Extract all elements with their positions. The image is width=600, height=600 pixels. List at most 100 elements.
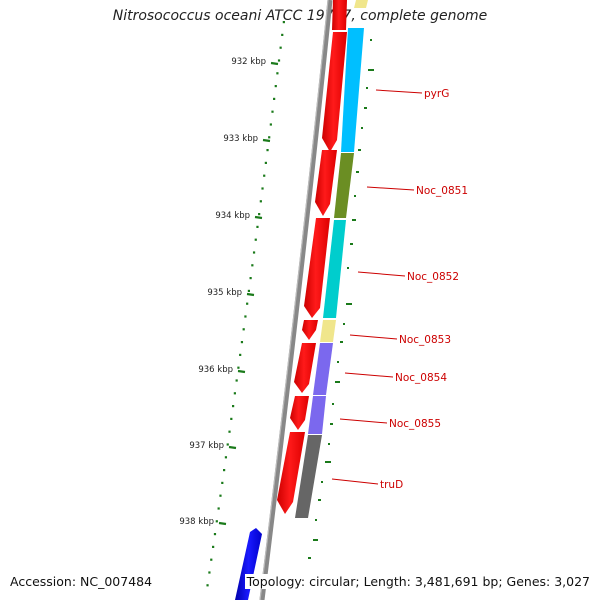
cds-prev [332, 0, 347, 30]
gc-dot [208, 571, 211, 574]
scale-tick-label: 934 kbp [215, 211, 250, 221]
gc-dot [244, 315, 247, 318]
gc-dot [251, 264, 254, 267]
gc-dot [206, 584, 209, 587]
cds-Noc_0855 [290, 396, 309, 430]
scale-tick [246, 292, 255, 297]
scale-tick-label: 936 kbp [198, 365, 233, 375]
gc-dot [281, 33, 284, 36]
gc-dot [226, 443, 229, 446]
cds-Noc_0852 [304, 218, 330, 318]
genome-backbone-highlight [259, 0, 329, 600]
cds-Noc_0854 [294, 343, 316, 393]
cds-track [277, 0, 347, 514]
gc-dot [210, 558, 213, 561]
cog-segment-Noc_0853 [320, 320, 336, 342]
cog-segment-Noc_0854 [313, 343, 333, 395]
gc-dot [247, 289, 250, 292]
scale-tick [218, 521, 227, 526]
gene-label-Noc_0854: Noc_0854 [395, 372, 447, 384]
gc-dot [263, 174, 266, 177]
gc-dot [264, 161, 267, 164]
gc-dot [261, 187, 264, 190]
gc-dot [231, 405, 235, 408]
gc-dot [259, 200, 262, 203]
gc-skew-track [305, 39, 374, 579]
gc-dot [239, 353, 242, 356]
scale-tick-label: 938 kbp [179, 517, 214, 527]
gc-dot [256, 225, 259, 228]
accession-label: Accession: NC_007484 [8, 574, 155, 589]
cog-track [295, 0, 368, 518]
gc-dot [242, 328, 245, 331]
scale-tick [237, 369, 246, 374]
gene-label-Noc_0851: Noc_0851 [416, 185, 468, 197]
scale-tick-label: 935 kbp [207, 288, 242, 298]
cog-segment-pyrG [341, 28, 364, 152]
gc-dot [268, 136, 271, 139]
gc-dot [212, 545, 215, 548]
scale-tick [228, 445, 237, 450]
gene-label-pyrG: pyrG [424, 88, 449, 100]
cds-pyrG [322, 32, 347, 152]
gc-dot [221, 481, 224, 484]
cog-segment-truD [295, 435, 322, 518]
gene-leader-line [339, 418, 388, 424]
gc-content-track [206, 21, 285, 587]
gene-leader-line [344, 372, 394, 378]
cds-truD [277, 432, 305, 514]
gene-label-truD: truD [380, 479, 403, 491]
gc-dot [273, 97, 276, 100]
gc-dot [233, 392, 236, 395]
gene-label-track: pyrG Noc_0851 Noc_0852 Noc_0853 Noc_0854 Noc_… [331, 88, 468, 491]
gc-dot [266, 149, 269, 152]
gene-leader-line [357, 271, 406, 277]
gc-dot [235, 379, 238, 382]
gc-dot [230, 417, 233, 420]
scale-track: 932 kbp 933 kbp 934 kbp 935 kbp 936 kbp 937 k… [179, 57, 279, 527]
scale-tick [270, 61, 279, 66]
gene-label-Noc_0852: Noc_0852 [407, 271, 459, 283]
cog-segment-prev [354, 0, 368, 8]
gc-dot [276, 72, 279, 75]
gc-dot [271, 110, 274, 113]
gc-dot [215, 520, 218, 523]
gc-dot [228, 430, 231, 433]
gc-dot [249, 277, 252, 280]
gc-dot [282, 21, 285, 24]
gc-dot [246, 302, 249, 305]
gene-leader-line [349, 334, 398, 340]
gc-dot [237, 366, 240, 369]
gc-dot [213, 533, 217, 536]
scale-tick-label: 932 kbp [231, 57, 266, 67]
gc-dot [277, 59, 281, 62]
gc-dot [274, 85, 277, 88]
cog-segment-Noc_0851 [334, 153, 354, 218]
gc-dot [252, 251, 256, 254]
gc-dot [240, 341, 244, 344]
gene-label-Noc_0853: Noc_0853 [399, 334, 451, 346]
scale-tick-label: 933 kbp [223, 134, 258, 144]
gc-dot [219, 494, 222, 497]
genome-summary: Topology: circular; Length: 3,481,691 bp… [244, 574, 592, 589]
gene-leader-line [375, 89, 423, 94]
gc-dot [217, 507, 220, 510]
gene-leader-line [366, 186, 415, 191]
scale-tick [254, 215, 263, 220]
scale-tick-label: 937 kbp [189, 441, 224, 451]
cog-segment-Noc_0852 [323, 220, 346, 318]
gc-dot [279, 46, 282, 49]
gc-dot [223, 469, 226, 472]
gc-dot [258, 213, 261, 216]
cds-Noc_0853 [302, 320, 318, 340]
gene-leader-line [331, 478, 379, 485]
genome-backbone [259, 0, 333, 600]
gene-label-Noc_0855: Noc_0855 [389, 418, 441, 430]
gc-dot [269, 123, 272, 126]
cds-Noc_0851 [315, 150, 337, 216]
cds-reverse-strand [235, 528, 262, 600]
cog-segment-Noc_0855 [308, 396, 326, 434]
map-title: Nitrosococcus oceani ATCC 19707, complet… [112, 8, 488, 24]
gc-dot [224, 456, 228, 459]
